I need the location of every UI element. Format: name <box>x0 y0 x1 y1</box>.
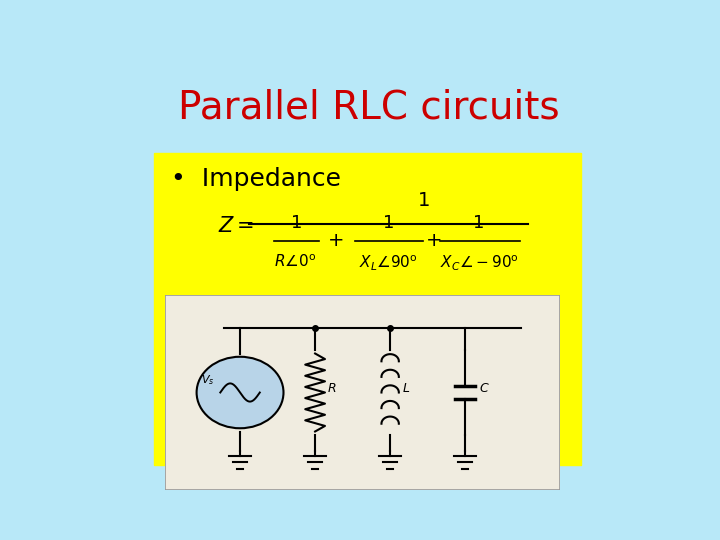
Text: $V_s$: $V_s$ <box>201 373 214 387</box>
Text: $1$: $1$ <box>472 214 483 232</box>
Text: $1$: $1$ <box>289 214 301 232</box>
Text: $+$: $+$ <box>328 231 344 250</box>
Text: $X_C\angle -90^{\rm o}$: $X_C\angle -90^{\rm o}$ <box>441 253 519 273</box>
Text: $+$: $+$ <box>425 231 441 250</box>
Text: $X_L\angle 90^{\rm o}$: $X_L\angle 90^{\rm o}$ <box>359 253 418 273</box>
Text: L: L <box>402 382 410 395</box>
Text: R: R <box>328 382 336 395</box>
Text: •  Impedance: • Impedance <box>171 167 341 191</box>
Bar <box>154 153 581 465</box>
Text: Parallel RLC circuits: Parallel RLC circuits <box>178 88 560 126</box>
Text: $1$: $1$ <box>382 214 395 232</box>
Text: $R\angle 0^{\rm o}$: $R\angle 0^{\rm o}$ <box>274 253 316 270</box>
Circle shape <box>197 357 284 428</box>
Text: $Z =$: $Z =$ <box>218 217 254 237</box>
Text: $1$: $1$ <box>417 191 430 210</box>
Text: C: C <box>479 382 487 395</box>
